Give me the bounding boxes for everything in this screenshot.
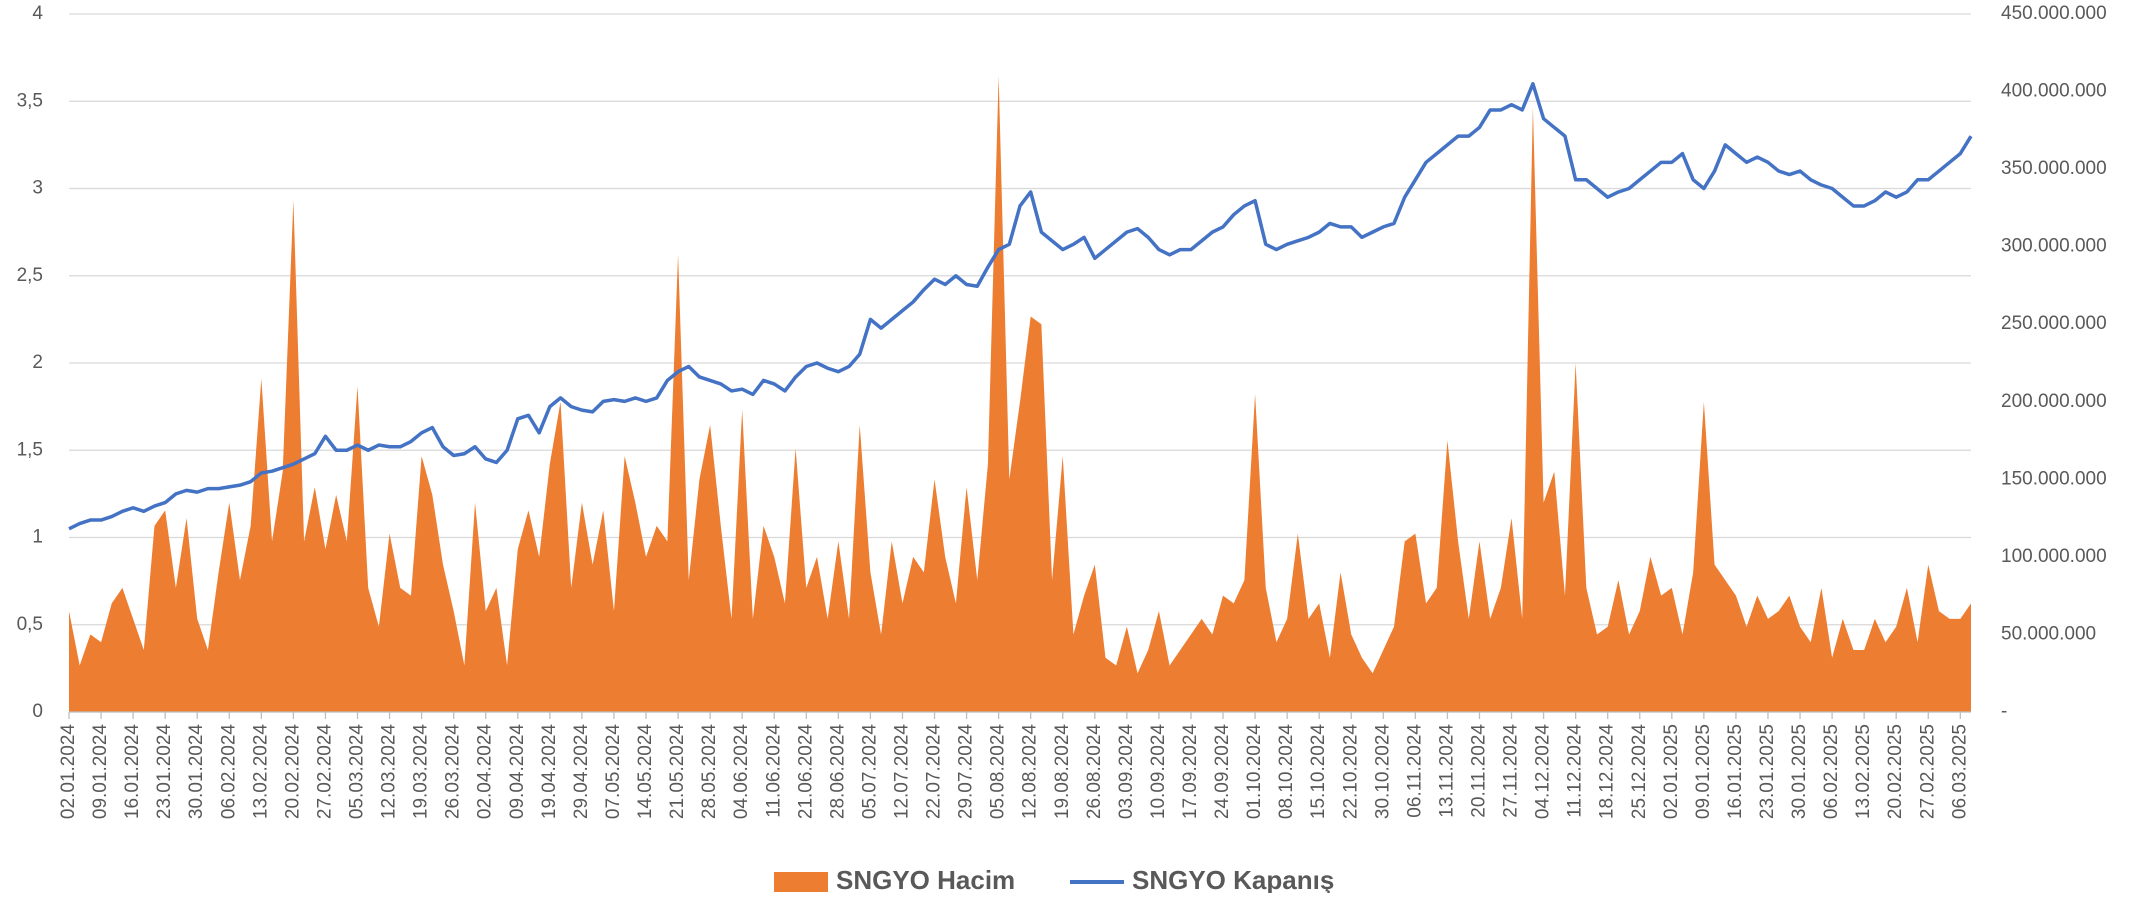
x-tick-label: 15.10.2024 <box>1308 724 1329 820</box>
legend-swatch <box>774 872 828 892</box>
y2-tick-label: 100.000.000 <box>2001 546 2107 567</box>
x-tick-label: 13.02.2025 <box>1853 724 1874 819</box>
x-tick-label: 04.12.2024 <box>1533 724 1554 820</box>
x-tick-label: 28.05.2024 <box>699 724 720 820</box>
x-tick-label: 09.01.2025 <box>1693 724 1714 819</box>
x-tick-label: 29.07.2024 <box>956 724 977 820</box>
x-tick-label: 21.06.2024 <box>795 724 816 820</box>
x-tick-label: 02.04.2024 <box>475 724 496 820</box>
x-tick-label: 12.07.2024 <box>891 724 912 820</box>
y-tick-label: 3 <box>32 178 43 199</box>
x-tick-label: 19.03.2024 <box>411 724 432 820</box>
x-tick-label: 23.01.2024 <box>154 724 175 820</box>
y-tick-label: 1 <box>32 527 43 548</box>
y2-tick-label: - <box>2001 701 2007 722</box>
x-tick-label: 05.07.2024 <box>859 724 880 820</box>
x-tick-label: 24.09.2024 <box>1212 724 1233 820</box>
x-tick-label: 27.11.2024 <box>1501 724 1522 818</box>
y-tick-label: 0,5 <box>17 614 43 635</box>
x-tick-label: 02.01.2024 <box>58 724 79 820</box>
y2-tick-label: 300.000.000 <box>2001 236 2107 257</box>
x-tick-label: 01.10.2024 <box>1244 724 1265 820</box>
y2-tick-label: 150.000.000 <box>2001 468 2107 489</box>
y-tick-label: 0 <box>32 701 43 722</box>
x-tick-label: 27.02.2025 <box>1917 724 1938 819</box>
x-tick-label: 19.04.2024 <box>539 724 560 820</box>
y2-tick-label: 200.000.000 <box>2001 391 2107 412</box>
x-tick-label: 05.03.2024 <box>347 724 368 820</box>
x-tick-label: 22.10.2024 <box>1340 724 1361 820</box>
x-tick-label: 19.08.2024 <box>1052 724 1073 820</box>
x-tick-label: 25.12.2024 <box>1629 724 1650 820</box>
y2-tick-label: 250.000.000 <box>2001 313 2107 334</box>
x-tick-label: 30.01.2025 <box>1789 724 1810 819</box>
y2-tick-label: 350.000.000 <box>2001 158 2107 179</box>
x-tick-label: 07.05.2024 <box>603 724 624 820</box>
x-tick-label: 21.05.2024 <box>667 724 688 820</box>
y-tick-label: 3,5 <box>17 90 43 111</box>
x-tick-label: 12.08.2024 <box>1020 724 1041 820</box>
x-tick-label: 06.02.2024 <box>218 724 239 820</box>
x-tick-label: 20.02.2025 <box>1885 724 1906 819</box>
x-tick-label: 11.06.2024 <box>763 724 784 818</box>
x-tick-label: 30.10.2024 <box>1372 724 1393 820</box>
x-tick-label: 20.11.2024 <box>1468 724 1489 818</box>
x-tick-label: 26.08.2024 <box>1084 724 1105 820</box>
legend-label: SNGYO Kapanış <box>1132 865 1334 893</box>
x-tick-label: 09.04.2024 <box>507 724 528 820</box>
x-tick-label: 30.01.2024 <box>186 724 207 820</box>
legend-label: SNGYO Hacim <box>836 865 1015 893</box>
x-tick-label: 04.06.2024 <box>731 724 752 820</box>
x-tick-label: 06.02.2025 <box>1821 724 1842 819</box>
x-tick-label: 17.09.2024 <box>1180 724 1201 820</box>
x-tick-label: 29.04.2024 <box>571 724 592 820</box>
x-tick-label: 28.06.2024 <box>827 724 848 820</box>
x-tick-label: 08.10.2024 <box>1276 724 1297 820</box>
x-tick-label: 13.11.2024 <box>1436 724 1457 818</box>
y2-tick-label: 450.000.000 <box>2001 3 2107 24</box>
volume-area <box>69 76 1971 713</box>
x-tick-label: 13.02.2024 <box>250 724 271 820</box>
x-tick-label: 02.01.2025 <box>1661 724 1682 819</box>
x-tick-label: 06.03.2025 <box>1949 724 1970 819</box>
x-tick-label: 16.01.2025 <box>1725 724 1746 819</box>
x-tick-label: 12.03.2024 <box>379 724 400 820</box>
y-tick-label: 2 <box>32 352 43 373</box>
y2-tick-label: 50.000.000 <box>2001 623 2096 644</box>
y-tick-label: 1,5 <box>17 439 43 460</box>
x-tick-label: 14.05.2024 <box>635 724 656 820</box>
x-tick-label: 26.03.2024 <box>443 724 464 820</box>
x-tick-label: 16.01.2024 <box>122 724 143 820</box>
y-tick-label: 2,5 <box>17 265 43 286</box>
price-line <box>68 82 1973 531</box>
x-tick-label: 10.09.2024 <box>1148 724 1169 820</box>
y-tick-label: 4 <box>32 3 43 24</box>
x-tick-label: 18.12.2024 <box>1597 724 1618 820</box>
x-tick-label: 11.12.2024 <box>1565 724 1586 818</box>
x-tick-label: 09.01.2024 <box>90 724 111 820</box>
x-tick-label: 20.02.2024 <box>282 724 303 820</box>
x-tick-label: 27.02.2024 <box>314 724 335 820</box>
x-tick-label: 06.11.2024 <box>1404 724 1425 818</box>
y2-tick-label: 400.000.000 <box>2001 81 2107 102</box>
x-tick-label: 03.09.2024 <box>1116 724 1137 820</box>
x-tick-label: 05.08.2024 <box>988 724 1009 820</box>
x-tick-label: 22.07.2024 <box>924 724 945 820</box>
x-tick-label: 23.01.2025 <box>1757 724 1778 819</box>
